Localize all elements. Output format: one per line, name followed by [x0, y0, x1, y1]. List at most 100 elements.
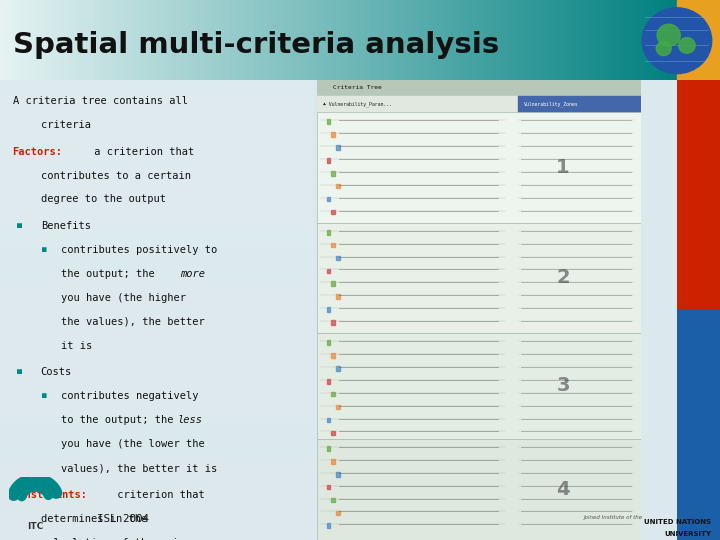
Bar — [336, 255, 340, 260]
Text: Joined Institute of the: Joined Institute of the — [584, 515, 643, 519]
Bar — [0, 114, 313, 120]
Bar — [626, 0, 631, 80]
Bar — [440, 0, 445, 80]
Bar — [159, 0, 164, 80]
Bar — [277, 0, 282, 80]
Bar — [389, 0, 394, 80]
Bar — [464, 0, 469, 80]
Bar — [230, 0, 235, 80]
Bar — [197, 0, 201, 80]
Bar — [524, 0, 529, 80]
Bar — [54, 0, 59, 80]
Text: Spatial multi-criteria analysis: Spatial multi-criteria analysis — [13, 31, 499, 59]
Bar — [0, 201, 313, 206]
Bar — [454, 0, 459, 80]
Text: contributes negatively: contributes negatively — [61, 392, 199, 401]
Bar — [616, 0, 621, 80]
Bar — [609, 0, 614, 80]
Bar — [264, 0, 269, 80]
Bar — [50, 0, 55, 80]
Bar — [336, 366, 340, 370]
Bar — [579, 0, 583, 80]
Bar — [4, 0, 8, 80]
Bar — [267, 0, 272, 80]
Bar — [305, 0, 310, 80]
Bar — [392, 0, 397, 80]
Bar — [336, 145, 340, 150]
Bar — [518, 0, 523, 80]
Bar — [189, 0, 194, 80]
Bar — [0, 390, 313, 396]
Bar — [677, 80, 720, 195]
Bar — [274, 0, 279, 80]
Text: calculation of the main: calculation of the main — [41, 538, 184, 540]
Bar — [555, 0, 560, 80]
Bar — [456, 0, 462, 80]
Bar — [315, 0, 320, 80]
Bar — [545, 0, 549, 80]
Bar — [410, 0, 414, 80]
Bar — [613, 0, 617, 80]
Circle shape — [678, 38, 696, 53]
Bar — [115, 0, 120, 80]
Bar — [37, 0, 42, 80]
Bar — [227, 0, 232, 80]
Bar — [0, 321, 313, 327]
Bar — [0, 206, 313, 212]
Text: the values), the better: the values), the better — [61, 317, 204, 327]
Bar — [331, 171, 336, 176]
Bar — [670, 0, 675, 80]
Bar — [0, 247, 313, 252]
Bar — [0, 230, 313, 235]
Bar — [331, 320, 336, 325]
Bar — [673, 0, 678, 80]
Bar — [253, 0, 258, 80]
Bar — [58, 0, 63, 80]
Bar — [0, 511, 313, 517]
Bar — [328, 0, 333, 80]
Text: ■: ■ — [17, 368, 22, 376]
Bar — [327, 446, 330, 451]
Bar — [85, 0, 89, 80]
Bar — [0, 373, 313, 379]
Bar — [0, 408, 313, 414]
Bar — [653, 0, 658, 80]
Text: to the output; the: to the output; the — [61, 415, 180, 426]
Bar — [48, 0, 52, 80]
Text: 1: 1 — [557, 158, 570, 177]
Bar — [366, 0, 370, 80]
Bar — [470, 0, 475, 80]
Bar — [332, 0, 336, 80]
Bar — [261, 0, 266, 80]
Bar — [105, 0, 109, 80]
Bar — [0, 529, 313, 534]
Bar — [10, 0, 15, 80]
Bar — [0, 91, 313, 97]
Bar — [477, 0, 482, 80]
Bar — [27, 0, 32, 80]
Bar — [0, 517, 313, 523]
Bar — [426, 0, 431, 80]
Bar — [0, 436, 313, 442]
Bar — [331, 132, 336, 137]
Bar — [0, 367, 313, 373]
Bar — [0, 287, 313, 293]
Bar — [149, 0, 154, 80]
Bar — [420, 0, 425, 80]
Bar — [433, 0, 438, 80]
Bar — [663, 0, 668, 80]
Text: Factors:: Factors: — [12, 147, 63, 157]
Bar — [348, 0, 354, 80]
Bar — [40, 0, 45, 80]
Bar — [257, 0, 262, 80]
Text: Criteria Tree: Criteria Tree — [333, 85, 382, 90]
Bar — [210, 0, 215, 80]
Bar — [0, 402, 313, 408]
Bar — [531, 0, 536, 80]
Bar — [125, 0, 130, 80]
Text: a criterion that: a criterion that — [88, 147, 194, 157]
Bar — [575, 0, 580, 80]
Bar — [0, 465, 313, 471]
Bar — [243, 0, 248, 80]
Bar — [317, 333, 641, 439]
